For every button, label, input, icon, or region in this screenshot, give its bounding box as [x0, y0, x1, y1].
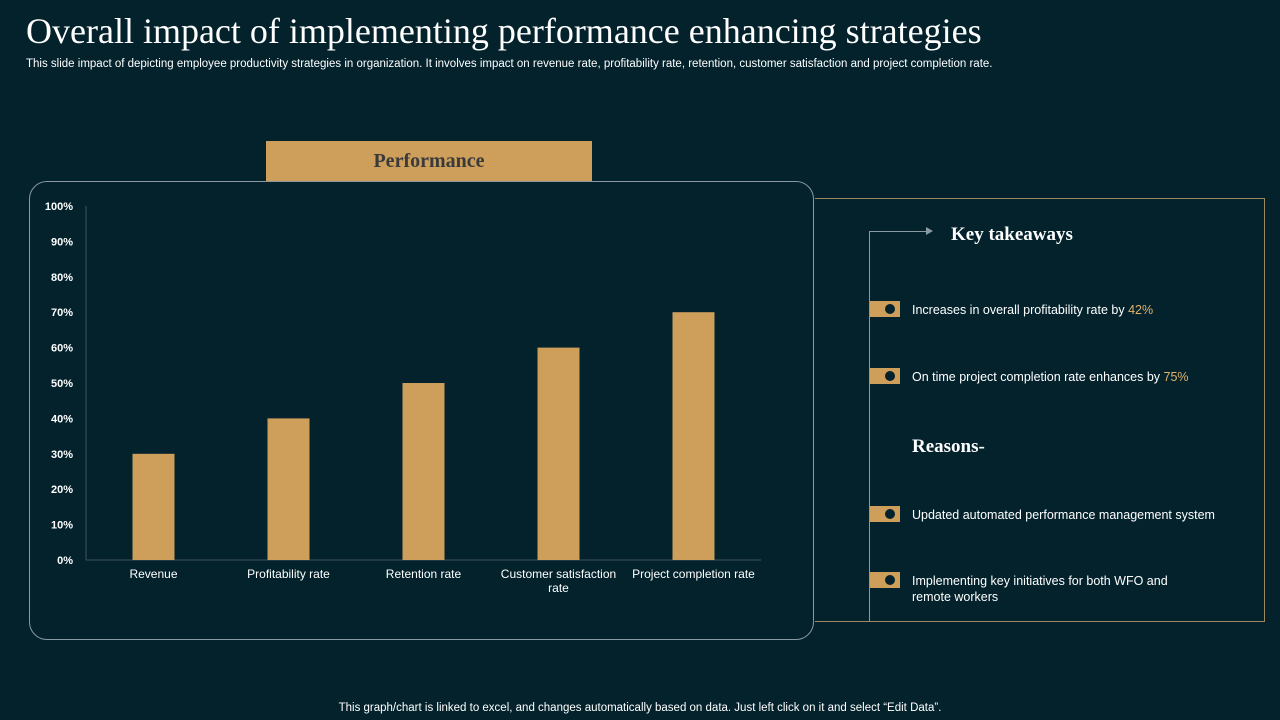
bullet-icon	[870, 572, 900, 588]
y-tick-label: 70%	[51, 307, 73, 319]
slide-title: Overall impact of implementing performan…	[26, 11, 982, 51]
footer-note: This graph/chart is linked to excel, and…	[338, 702, 942, 714]
x-tick-label: Revenue	[129, 567, 177, 581]
bar-chart[interactable]: 0% 10% 20% 30% 40% 50% 60% 70% 80% 90% 100% Revenue…	[30, 182, 815, 641]
takeaway-item: On time project completion rate enhances…	[912, 369, 1242, 385]
chart-panel: 0% 10% 20% 30% 40% 50% 60% 70% 80% 90% 100% Revenue…	[29, 181, 814, 640]
x-tick-label: rate	[548, 581, 569, 595]
x-tick-label: Project completion rate	[632, 567, 755, 581]
bullet-icon	[870, 368, 900, 384]
y-tick-label: 0%	[57, 555, 73, 567]
bar	[402, 383, 445, 560]
timeline-arrow-line	[869, 231, 929, 232]
bar	[132, 453, 175, 560]
y-tick-label: 60%	[51, 343, 73, 355]
bar	[267, 418, 310, 560]
takeaways-panel	[815, 198, 1265, 622]
x-tick-label: Retention rate	[386, 567, 462, 581]
y-tick-label: 80%	[51, 272, 73, 284]
takeaway-item: Increases in overall profitability rate …	[912, 302, 1242, 318]
takeaway-text: Increases in overall profitability rate …	[912, 303, 1129, 317]
x-tick-label: Profitability rate	[247, 567, 330, 581]
bullet-icon	[870, 506, 900, 522]
bar	[537, 347, 580, 560]
reason-item: Updated automated performance management…	[912, 508, 1215, 522]
y-tick-label: 100%	[45, 201, 73, 213]
timeline-line	[869, 231, 870, 621]
takeaway-text: On time project completion rate enhances…	[912, 370, 1164, 384]
slide-subtitle: This slide impact of depicting employee …	[26, 58, 993, 70]
takeaway-highlight: 75%	[1163, 370, 1189, 384]
y-tick-label: 50%	[51, 378, 73, 390]
y-tick-label: 40%	[51, 413, 73, 425]
y-tick-label: 20%	[51, 484, 73, 496]
x-tick-label: Customer satisfaction	[501, 567, 616, 581]
arrow-icon	[926, 227, 933, 235]
chart-panel-header: Performance	[266, 141, 592, 181]
bar	[672, 312, 715, 560]
takeaway-highlight: 42%	[1128, 303, 1154, 317]
y-tick-label: 90%	[51, 236, 73, 248]
y-tick-label: 10%	[51, 520, 73, 532]
y-tick-label: 30%	[51, 449, 73, 461]
reasons-heading: Reasons-	[912, 436, 985, 457]
reason-item: Implementing key initiatives for both WF…	[912, 574, 1168, 604]
bullet-icon	[870, 301, 900, 317]
key-takeaways-heading: Key takeaways	[951, 224, 1073, 245]
